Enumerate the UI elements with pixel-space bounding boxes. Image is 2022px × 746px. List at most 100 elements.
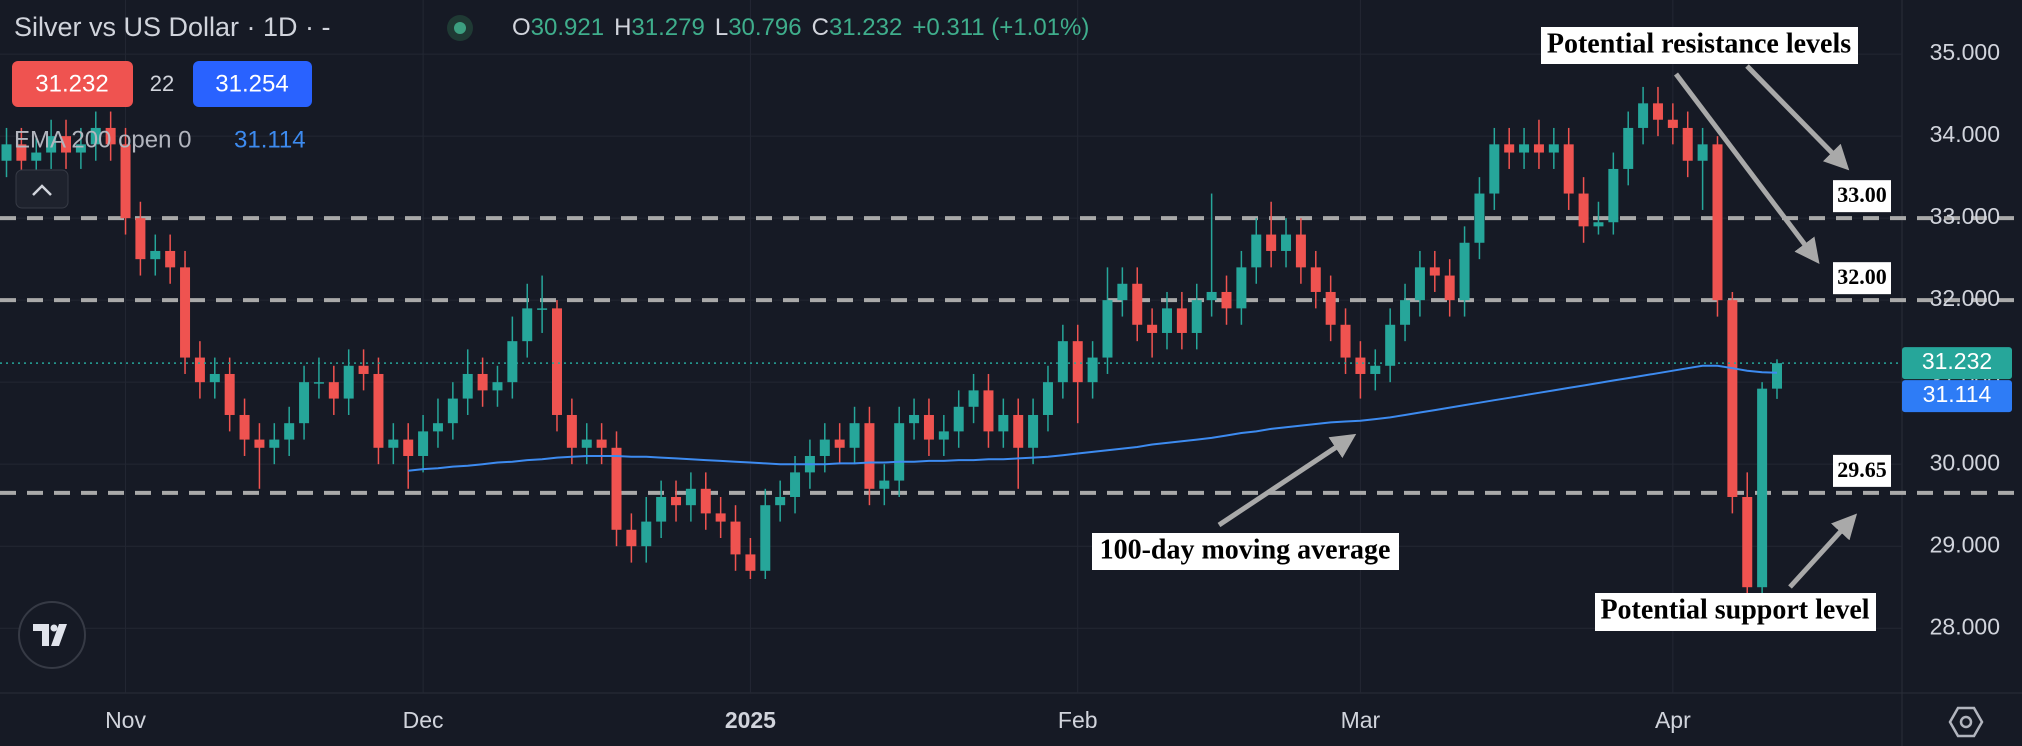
settings-icon[interactable] <box>1948 706 1984 738</box>
y-tick-label: 35.000 <box>1930 39 2000 65</box>
header: Silver vs US Dollar · 1D · - O30.921 H31.… <box>12 12 1984 738</box>
ohlc-legend: O30.921 H31.279 L30.796 C31.232 +0.311 (+1.0… <box>512 14 1089 41</box>
status-dot <box>454 22 466 34</box>
candle-body <box>492 382 503 391</box>
collapse-button[interactable] <box>15 169 69 209</box>
candle-body <box>998 414 1009 432</box>
indicator-value: 31.114 <box>234 126 306 153</box>
candle-body <box>1117 283 1128 301</box>
candle-body <box>328 382 339 399</box>
price-tag <box>1902 347 2012 380</box>
logo[interactable] <box>18 601 86 669</box>
candle-body <box>46 136 57 153</box>
candle-body <box>522 308 533 342</box>
y-tick-label: 32.000 <box>1930 285 2000 311</box>
annotation: 100-day moving average <box>1100 534 1391 565</box>
candle-body <box>1072 341 1083 383</box>
candle-body <box>953 406 964 432</box>
candle-body <box>1221 291 1232 309</box>
ema-line <box>408 364 1778 472</box>
candle-body <box>611 447 622 530</box>
candle-body <box>834 439 845 448</box>
candle-body <box>715 513 726 522</box>
candle-body <box>1712 144 1723 301</box>
candle-body <box>1489 144 1500 194</box>
x-tick-label: Apr <box>1655 707 1691 733</box>
candle-body <box>477 373 488 391</box>
candle-body <box>1682 127 1693 161</box>
candle-body <box>1697 144 1708 161</box>
candle-body <box>403 439 414 456</box>
candle-body <box>671 496 682 506</box>
candle-body <box>165 250 176 268</box>
ohlc-change: +0.311 (+1.01%) <box>912 14 1089 41</box>
sell-price[interactable]: 31.232 <box>35 70 108 97</box>
candle-body <box>596 439 607 448</box>
candle-body <box>1742 496 1753 588</box>
annotation-box <box>1595 593 1876 631</box>
spread: 22 <box>150 71 174 96</box>
candle-body <box>938 431 949 440</box>
candle-body <box>551 308 562 415</box>
ohlc-key: O <box>512 14 531 41</box>
candle-body <box>1474 193 1485 243</box>
price-tag-label: 31.114 <box>1923 381 1992 407</box>
level-label-box <box>1833 454 1891 487</box>
arrow <box>1217 433 1357 528</box>
candle-body <box>313 382 324 384</box>
candle-body <box>373 373 384 448</box>
indicator-name: EMA 200 open 0 <box>14 126 191 153</box>
candle-body <box>1548 144 1559 153</box>
buy-price[interactable]: 31.254 <box>215 70 288 97</box>
sell-button[interactable] <box>12 61 133 107</box>
candle-body <box>1623 127 1634 169</box>
candle-body <box>284 423 295 440</box>
buy-button[interactable] <box>193 61 312 107</box>
candle-body <box>909 414 920 424</box>
candle-body <box>299 382 310 424</box>
candle-body <box>105 127 116 145</box>
candle-body <box>745 554 756 571</box>
levels: 33.00 32.00 29.65 <box>0 180 2022 495</box>
candle-body <box>626 529 637 547</box>
candle-body <box>507 341 518 383</box>
price-tag <box>1902 380 2012 413</box>
candle-body <box>1236 267 1247 309</box>
arrow <box>1674 72 1820 264</box>
candle-body <box>1147 324 1158 333</box>
candle-body <box>1 144 12 161</box>
candle-body <box>343 365 354 399</box>
candle-body <box>685 488 696 506</box>
candle-body <box>1667 119 1678 128</box>
ohlc-key: L <box>715 14 728 41</box>
candle-body <box>1757 388 1768 588</box>
arrow <box>1788 513 1858 589</box>
level-label: 33.00 <box>1837 182 1887 207</box>
candle-body <box>1132 283 1143 325</box>
annotation-box <box>1541 27 1858 64</box>
candle-body <box>700 488 711 514</box>
candle-body <box>224 373 235 415</box>
x-tick-label: 2025 <box>725 707 776 733</box>
y-tick-label: 34.000 <box>1930 121 2000 147</box>
settings-hole <box>1959 715 1973 729</box>
x-tick-label: Mar <box>1341 707 1381 733</box>
level-label-box <box>1833 180 1891 213</box>
ema-tag: 31.114 <box>1902 380 2012 413</box>
annotation: Potential resistance levels <box>1547 28 1851 59</box>
candle-body <box>968 390 979 407</box>
candle-body <box>656 496 667 522</box>
candle-body <box>894 423 905 481</box>
candle-body <box>269 439 280 448</box>
candle-body <box>150 250 161 260</box>
candle-body <box>790 472 801 497</box>
ohlc-value: 31.279 <box>631 14 704 41</box>
candle-body <box>1519 144 1530 153</box>
annotations: Potential resistance levels 100-day movi… <box>1092 27 1876 631</box>
candle-body <box>819 439 830 456</box>
y-tick-label: 28.000 <box>1930 613 2000 639</box>
candle-body <box>1102 300 1113 358</box>
axes: 28.00029.00030.00031.00032.00033.00034.0… <box>105 39 2012 733</box>
candle-body <box>1652 103 1663 120</box>
ohlc-value: 31.232 <box>829 14 902 41</box>
